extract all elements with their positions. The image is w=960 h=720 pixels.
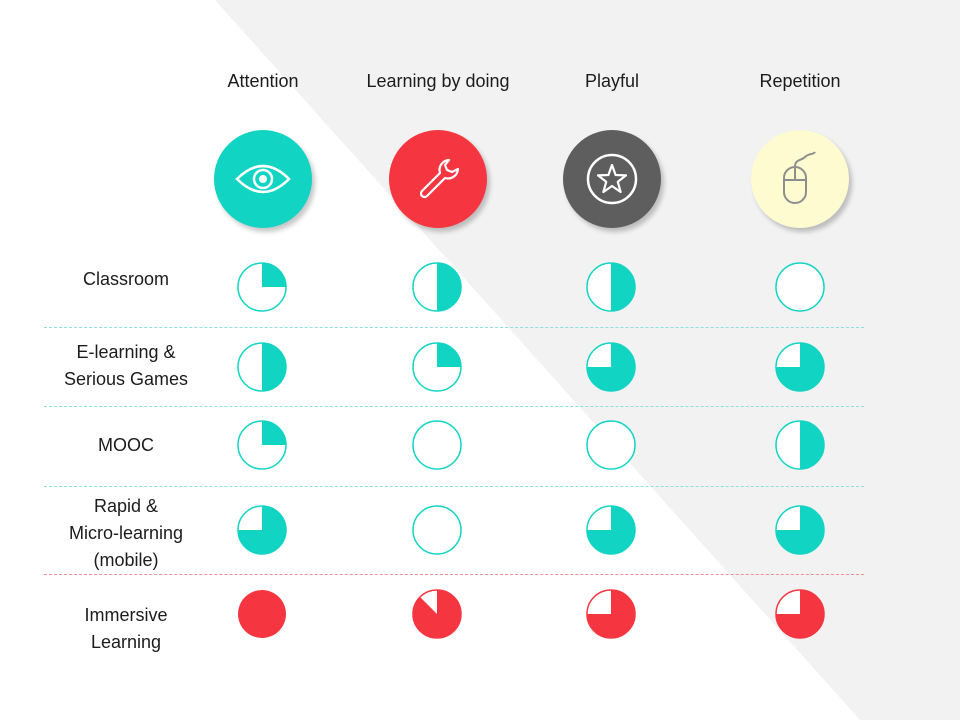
column-header-playful: Playful <box>584 71 640 91</box>
row-label-line: (mobile) <box>93 550 159 570</box>
row-label-rapid-micro-learning: Rapid & Micro-learning (mobile) <box>40 493 212 574</box>
row-label-line: Learning <box>90 632 162 652</box>
row-label-line: Serious Games <box>63 369 189 389</box>
playful-badge <box>563 130 661 228</box>
row-label-line: Immersive <box>84 605 168 625</box>
column-header-repetition: Repetition <box>759 71 841 91</box>
row-label-classroom: Classroom <box>40 266 212 293</box>
row-label-line: E-learning & <box>76 342 176 362</box>
star-icon <box>586 153 638 205</box>
row-label-immersive-learning: Immersive Learning <box>40 602 212 656</box>
row-divider <box>44 486 864 487</box>
row-label-mooc: MOOC <box>40 432 212 459</box>
learning-by-doing-badge <box>389 130 487 228</box>
repetition-badge <box>751 130 849 228</box>
column-header-attention: Attention <box>227 71 299 91</box>
row-divider <box>44 327 864 328</box>
row-label-e-learning: E-learning & Serious Games <box>40 339 212 393</box>
eye-icon <box>235 164 291 194</box>
row-label-line: Rapid & <box>93 496 159 516</box>
mouse-icon <box>783 151 816 204</box>
row-label-line: Micro-learning <box>68 523 184 543</box>
row-divider <box>44 406 864 407</box>
row-label-line: MOOC <box>98 435 154 455</box>
row-label-line: Classroom <box>82 269 170 289</box>
row-divider <box>44 574 864 575</box>
attention-badge <box>214 130 312 228</box>
column-header-learning-by-doing: Learning by doing <box>366 71 510 91</box>
wrench-icon <box>419 158 460 199</box>
